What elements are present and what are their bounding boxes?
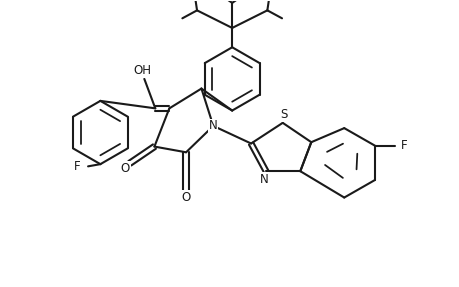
Text: F: F xyxy=(401,139,407,152)
Text: N: N xyxy=(259,172,268,186)
Text: S: S xyxy=(280,108,287,121)
Text: N: N xyxy=(208,119,217,132)
Text: F: F xyxy=(73,160,80,173)
Text: O: O xyxy=(121,162,130,175)
Text: O: O xyxy=(181,191,190,204)
Text: OH: OH xyxy=(133,65,151,77)
